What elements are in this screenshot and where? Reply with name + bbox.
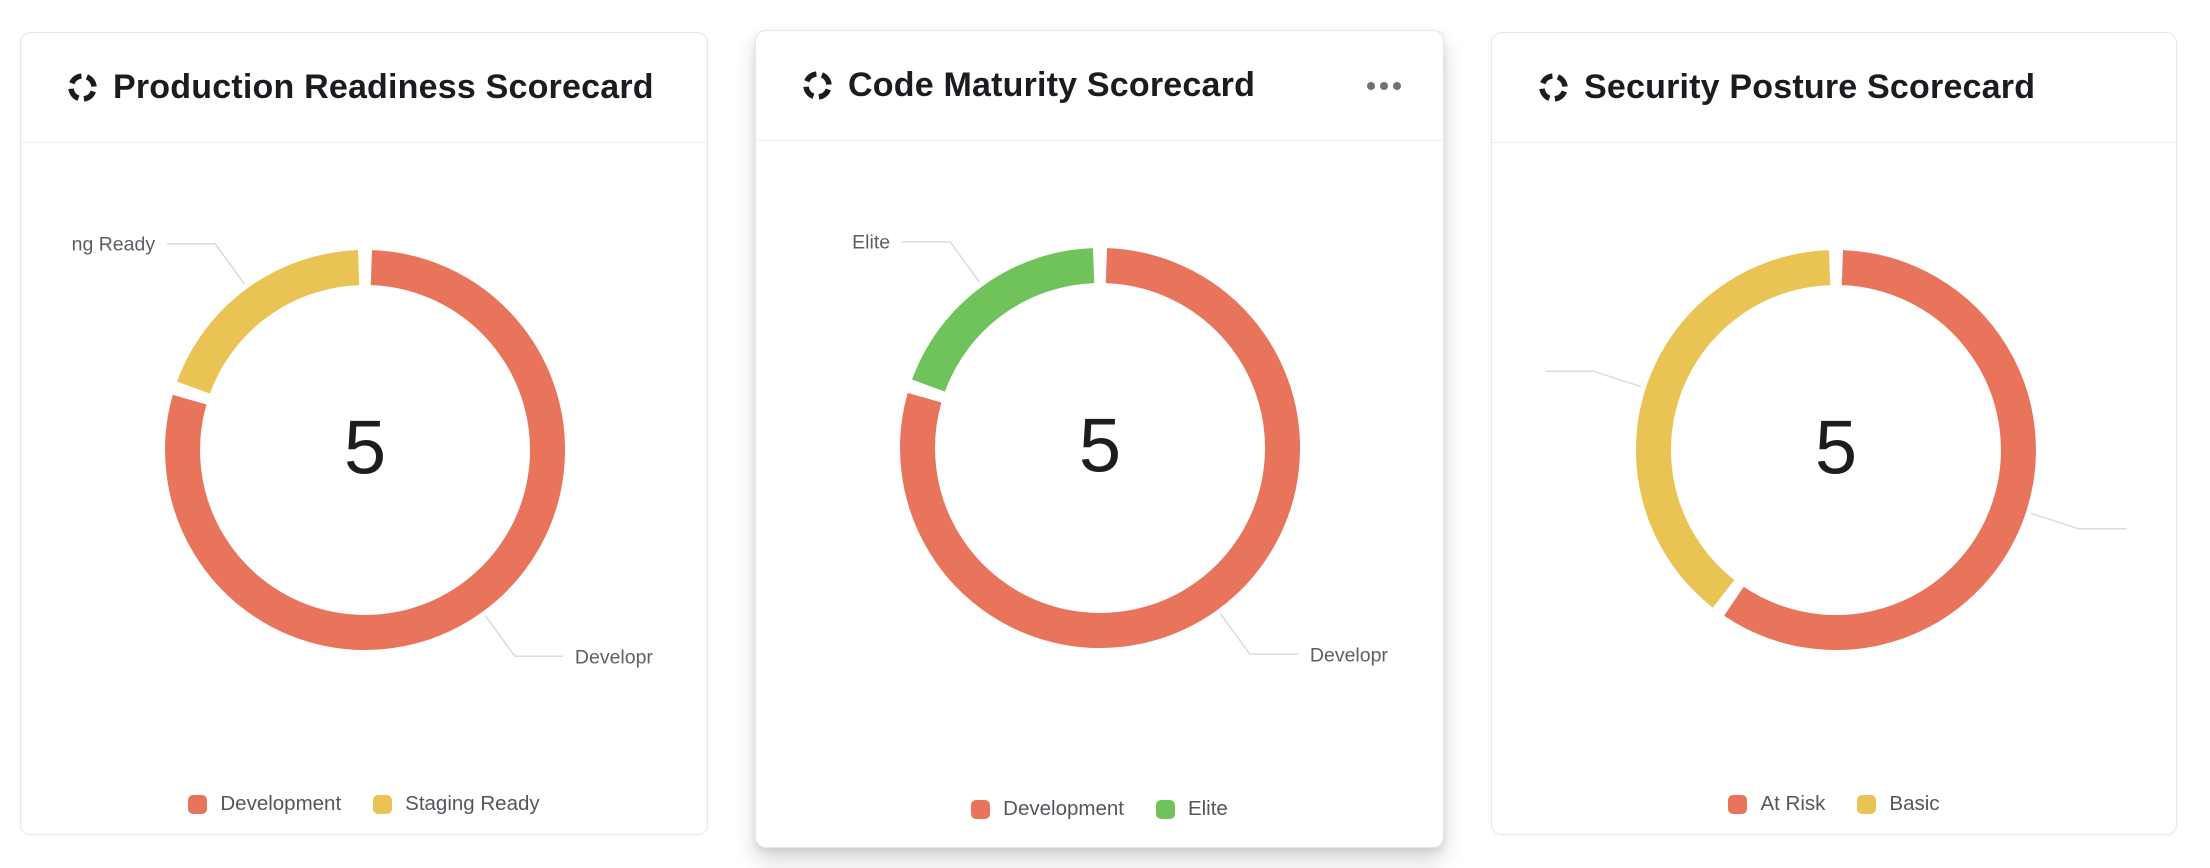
donut-chart[interactable]: Developr ng Ready <box>21 143 707 834</box>
segment-callout-label: Elite <box>852 232 890 254</box>
donut-segment-development[interactable] <box>900 248 1301 648</box>
legend-marker <box>1857 794 1877 814</box>
legend-item-at-risk[interactable]: At Risk <box>1728 792 1825 816</box>
donut-segment-elite[interactable] <box>912 248 1095 392</box>
donut-segment-at-risk[interactable] <box>1724 250 2036 650</box>
segment-callout-label: Developr <box>575 646 654 668</box>
label-line <box>902 240 981 283</box>
donut-segment-staging-ready[interactable] <box>177 250 360 394</box>
card-header: Security Posture Scorecard <box>1492 33 2176 143</box>
legend-marker <box>188 794 208 814</box>
legend-item-development[interactable]: Development <box>971 797 1124 821</box>
card-body: Developr ng Ready 5 Development Staging Re… <box>21 143 707 834</box>
ellipsis-icon <box>1393 81 1401 90</box>
card-title: Code Maturity Scorecard <box>848 66 1256 104</box>
legend-marker <box>373 794 393 814</box>
legend-item-development[interactable]: Development <box>188 792 341 816</box>
card-production-readiness-scorecard[interactable]: Production Readiness Scorecard Developr n… <box>20 32 708 835</box>
more-options-button[interactable] <box>1365 76 1403 96</box>
legend-item-elite[interactable]: Elite <box>1155 797 1228 821</box>
label-line <box>167 242 246 285</box>
legend-item-basic[interactable]: Basic <box>1857 792 1940 816</box>
legend-label: At Risk <box>1760 792 1826 815</box>
donut-chart[interactable]: Developr Elite <box>756 141 1443 847</box>
segment-callout-label: ng Ready <box>72 234 156 256</box>
donut-center-value: 5 <box>343 405 387 491</box>
donut-center-value: 5 <box>1078 403 1122 489</box>
card-title: Security Posture Scorecard <box>1584 68 2036 106</box>
legend: Development Elite <box>756 797 1443 821</box>
legend-label: Development <box>220 792 342 815</box>
donut-segment-basic[interactable] <box>1635 250 1831 608</box>
label-line <box>1219 613 1298 656</box>
legend: At Risk Basic <box>1492 792 2176 816</box>
legend-label: Elite <box>1187 797 1228 820</box>
legend-label: Staging Ready <box>405 792 540 815</box>
donut-center-value: 5 <box>1814 405 1858 491</box>
legend-item-staging-ready[interactable]: Staging Ready <box>373 792 540 816</box>
label-line <box>1545 370 1642 388</box>
card-header: Production Readiness Scorecard <box>21 33 707 143</box>
label-line <box>2030 512 2127 530</box>
donut-chart-icon <box>68 73 97 102</box>
label-line <box>484 615 563 658</box>
legend-marker <box>971 799 991 819</box>
card-header: Code Maturity Scorecard <box>756 31 1443 141</box>
card-title: Production Readiness Scorecard <box>113 68 654 106</box>
legend-label: Development <box>1003 797 1124 820</box>
donut-chart-icon <box>1539 73 1568 102</box>
card-security-posture-scorecard[interactable]: Security Posture Scorecard 5 At Risk Basi… <box>1491 32 2177 835</box>
card-body: 5 At Risk Basic <box>1492 143 2176 834</box>
card-body: Developr Elite 5 Development Elite <box>756 141 1443 847</box>
legend-marker <box>1155 799 1175 819</box>
segment-callout-label: Developr <box>1310 644 1389 666</box>
donut-segment-development[interactable] <box>165 250 566 650</box>
donut-chart[interactable] <box>1492 143 2176 834</box>
card-code-maturity-scorecard[interactable]: Code Maturity Scorecard Developr Elite 5 … <box>755 30 1444 848</box>
ellipsis-icon <box>1367 81 1375 90</box>
legend-label: Basic <box>1889 792 1940 815</box>
legend-marker <box>1728 794 1748 814</box>
ellipsis-icon <box>1380 81 1388 90</box>
donut-chart-icon <box>803 71 832 100</box>
legend: Development Staging Ready <box>21 792 707 816</box>
